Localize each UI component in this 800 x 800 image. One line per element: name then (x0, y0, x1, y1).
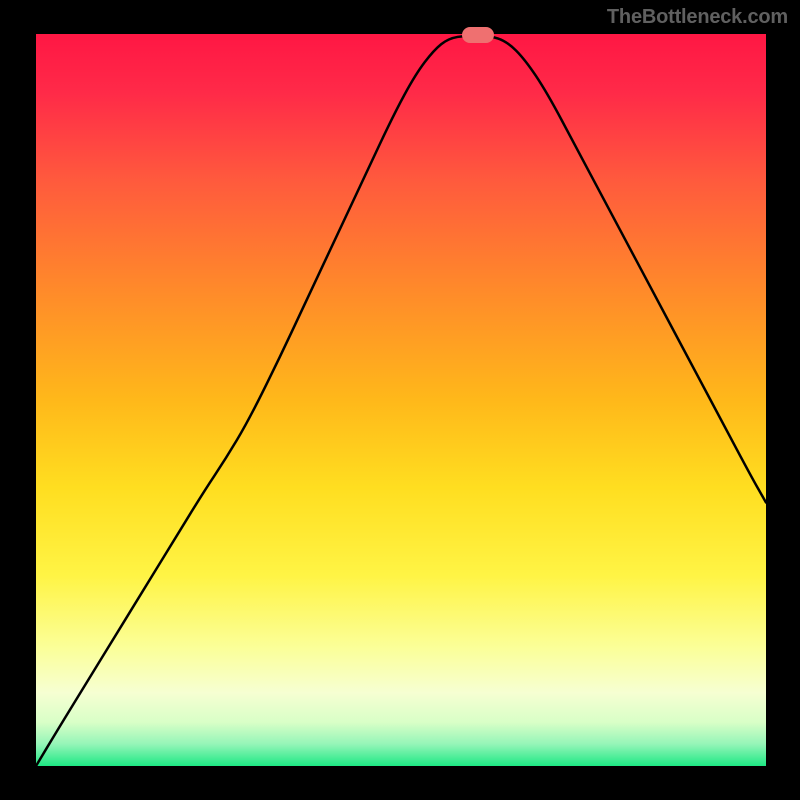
chart-minimum-marker (462, 27, 494, 43)
chart-curve-svg (0, 0, 800, 800)
bottleneck-curve (36, 35, 766, 766)
watermark-text: TheBottleneck.com (607, 6, 788, 29)
